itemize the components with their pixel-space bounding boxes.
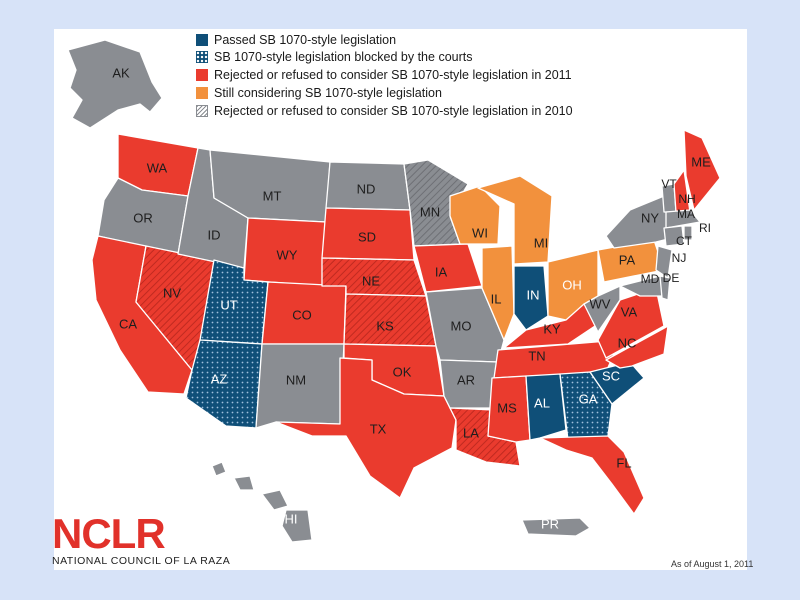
legend-label: Rejected or refused to consider SB 1070-…: [214, 68, 572, 82]
state-label-ak: AK: [112, 65, 130, 80]
state-label-fl: FL: [616, 455, 631, 470]
state-label-md: MD: [641, 272, 660, 286]
state-hi: [211, 461, 313, 543]
state-ga: [559, 371, 613, 441]
state-il: [481, 245, 515, 341]
legend-swatch-passed: [196, 34, 208, 46]
state-nc: [605, 325, 669, 369]
state-label-ri: RI: [699, 221, 711, 235]
state-label-ia: IA: [435, 264, 448, 279]
state-label-wa: WA: [147, 160, 168, 175]
state-label-va: VA: [621, 304, 638, 319]
state-label-oh: OH: [562, 277, 582, 292]
state-wv: [583, 285, 621, 333]
state-label-wi: WI: [472, 225, 488, 240]
nclr-logo: NCLR NATIONAL COUNCIL OF LA RAZA: [52, 510, 231, 568]
state-ar: [439, 359, 499, 409]
state-de: [659, 275, 671, 301]
state-label-hi: HI: [285, 511, 298, 526]
state-ia: [413, 243, 483, 293]
state-ct: [663, 225, 685, 247]
state-me: [683, 129, 721, 211]
state-label-de: DE: [663, 271, 680, 285]
legend-swatch-still-considering: [196, 87, 208, 99]
state-fl: [539, 435, 645, 515]
state-tx: [275, 357, 457, 499]
state-label-nh: NH: [678, 192, 695, 206]
state-label-co: CO: [292, 307, 312, 322]
state-pr: [521, 517, 591, 537]
legend-label: Rejected or refused to consider SB 1070-…: [214, 104, 573, 118]
state-label-wv: WV: [590, 296, 611, 311]
state-label-me: ME: [691, 154, 711, 169]
state-label-ms: MS: [497, 400, 517, 415]
state-ri: [683, 225, 693, 241]
state-label-al: AL: [534, 395, 550, 410]
state-label-sd: SD: [358, 229, 376, 244]
state-label-ne: NE: [362, 273, 380, 288]
state-label-ky: KY: [543, 321, 561, 336]
state-label-id: ID: [208, 227, 221, 242]
state-label-ks: KS: [376, 318, 394, 333]
state-label-mo: MO: [451, 318, 472, 333]
state-label-nv: NV: [163, 285, 181, 300]
legend-label: SB 1070-style legislation blocked by the…: [214, 50, 473, 64]
state-label-ma: MA: [677, 207, 695, 221]
logo-wordmark: NCLR: [52, 510, 166, 557]
state-in: [513, 265, 549, 331]
state-label-in: IN: [527, 287, 540, 302]
state-label-nd: ND: [357, 181, 376, 196]
legend-swatch-blocked: [196, 51, 208, 63]
state-label-vt: VT: [661, 177, 677, 191]
state-label-nc: NC: [618, 335, 637, 350]
state-label-nm: NM: [286, 372, 306, 387]
state-ms: [487, 375, 531, 443]
state-label-ut: UT: [220, 297, 237, 312]
state-al: [525, 373, 567, 441]
state-wi: [449, 185, 501, 245]
state-label-az: AZ: [211, 371, 228, 386]
legend-swatch-rejected-2011: [196, 69, 208, 81]
state-label-il: IL: [491, 291, 502, 306]
state-label-ok: OK: [393, 364, 412, 379]
state-label-or: OR: [133, 210, 153, 225]
state-label-ar: AR: [457, 372, 475, 387]
state-ak: [67, 39, 163, 129]
state-label-mt: MT: [263, 188, 282, 203]
state-label-mn: MN: [420, 204, 440, 219]
legend-label: Passed SB 1070-style legislation: [214, 33, 397, 47]
state-label-tx: TX: [370, 421, 387, 436]
state-label-ga: GA: [579, 391, 598, 406]
state-label-sc: SC: [602, 368, 620, 383]
state-label-nj: NJ: [672, 251, 687, 265]
state-va: [597, 287, 665, 359]
legend-swatch-rejected-2010: [196, 105, 208, 117]
legend-label: Still considering SB 1070-style legislat…: [214, 86, 442, 100]
state-label-ca: CA: [119, 316, 137, 331]
state-label-wy: WY: [277, 247, 298, 262]
state-label-ct: CT: [676, 234, 693, 248]
state-label-la: LA: [463, 425, 479, 440]
logo-full-name: NATIONAL COUNCIL OF LA RAZA: [52, 555, 231, 567]
as-of-date: As of August 1, 2011: [671, 559, 754, 569]
state-label-mi: MI: [534, 235, 548, 250]
state-label-tn: TN: [528, 348, 545, 363]
state-label-pa: PA: [619, 252, 636, 267]
state-label-ny: NY: [641, 210, 659, 225]
state-ny: [605, 195, 673, 249]
state-ma: [665, 209, 701, 229]
state-label-pr: PR: [541, 516, 559, 531]
